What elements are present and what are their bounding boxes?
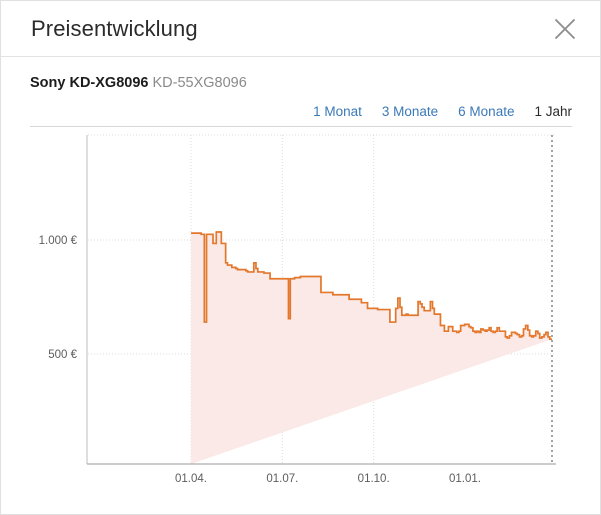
range-tab-3-monate[interactable]: 3 Monate [381, 104, 439, 120]
product-brand-model: Sony KD-XG8096 [30, 75, 149, 91]
x-axis-tick-label: 01.04. [175, 473, 207, 485]
range-tab-6-monate[interactable]: 6 Monate [458, 104, 515, 120]
product-variant: KD-55XG8096 [152, 75, 247, 91]
modal-header: Preisentwicklung [1, 1, 600, 57]
page-title: Preisentwicklung [31, 15, 198, 41]
x-axis-tick-label: 01.10. [358, 473, 390, 485]
range-tab-1-jahr[interactable]: 1 Jahr [534, 104, 572, 120]
x-axis-tick-label: 01.01. [449, 473, 481, 485]
chart-canvas: 500 € 1.000 € 01.04. 01.07. 01.10. 01.01. [39, 134, 556, 485]
close-icon [552, 16, 578, 42]
close-button[interactable] [548, 12, 582, 46]
time-range-tabs: 1 Monat 3 Monate 6 Monate 1 Jahr [23, 104, 578, 119]
price-history-chart: 500 € 1.000 € 01.04. 01.07. 01.10. 01.01. [23, 127, 578, 502]
range-tab-1-monat[interactable]: 1 Monat [313, 104, 362, 120]
product-title: Sony KD-XG8096 KD-55XG8096 [23, 75, 578, 92]
chart-top-divider [30, 126, 572, 128]
y-axis-tick-label: 500 € [48, 349, 77, 361]
modal-body: Sony KD-XG8096 KD-55XG8096 1 Monat 3 Mon… [1, 57, 600, 514]
y-axis-tick-label: 1.000 € [39, 235, 78, 247]
x-axis-tick-label: 01.07. [266, 473, 298, 485]
